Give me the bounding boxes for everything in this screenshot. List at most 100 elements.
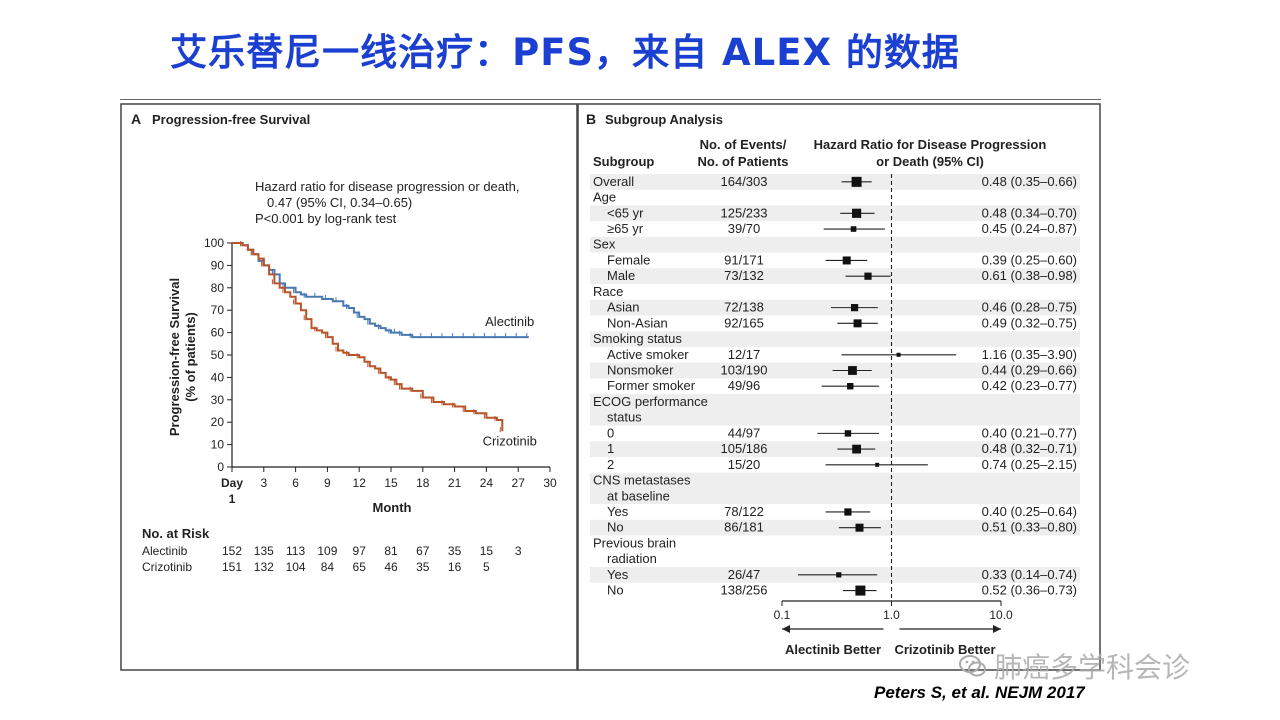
hr-square xyxy=(847,383,854,390)
y-tick-label: 30 xyxy=(211,393,225,407)
row-hr-text: 0.46 (0.28–0.75) xyxy=(982,300,1077,315)
panel-a-letter: A xyxy=(131,111,141,127)
hr-square xyxy=(864,272,872,280)
row-events: 125/233 xyxy=(721,205,768,220)
forest-rows: Overall 164/303 0.48 (0.35–0.66) Age<65 yr 1… xyxy=(590,174,1080,598)
row-hr-text: 0.42 (0.23–0.77) xyxy=(982,378,1077,393)
at-risk-value: 35 xyxy=(448,544,462,558)
row-label: Yes xyxy=(607,504,629,519)
row-label: Sex xyxy=(593,237,616,252)
watermark: 肺癌多学科会诊 xyxy=(958,646,1190,686)
x-axis-label: Month xyxy=(373,500,412,515)
favor-left-label: Alectinib Better xyxy=(785,642,881,657)
at-risk-value: 97 xyxy=(353,544,367,558)
hr-square xyxy=(853,319,862,328)
col-header-subgroup: Subgroup xyxy=(593,154,654,169)
row-label-2: at baseline xyxy=(607,488,670,503)
favor-right-label: Crizotinib Better xyxy=(894,642,995,657)
hr-square xyxy=(836,572,842,578)
row-hr-text: 0.49 (0.32–0.75) xyxy=(982,315,1077,330)
y-tick-label: 0 xyxy=(217,460,224,474)
y-axis-label-line1: Progression-free Survival xyxy=(167,278,182,436)
at-risk-value: 67 xyxy=(416,544,430,558)
x-tick-label: 3 xyxy=(260,476,267,490)
at-risk-value: 152 xyxy=(222,544,242,558)
arrow-right-head xyxy=(993,625,1001,633)
row-label: 2 xyxy=(607,457,614,472)
x-tick-label: 30 xyxy=(543,476,557,490)
row-shade xyxy=(590,519,1080,536)
row-label: Asian xyxy=(607,300,640,315)
wechat-icon xyxy=(959,655,986,677)
row-label: Smoking status xyxy=(593,331,682,346)
row-shade xyxy=(590,331,1080,347)
row-hr-text: 0.52 (0.36–0.73) xyxy=(982,583,1077,598)
row-label: Active smoker xyxy=(607,347,689,362)
row-label: 1 xyxy=(607,441,614,456)
row-shade xyxy=(590,236,1080,253)
panel-a-title: Progression-free Survival xyxy=(152,112,310,127)
hr-square xyxy=(844,508,852,516)
hr-square xyxy=(851,208,862,218)
row-hr-text: 0.39 (0.25–0.60) xyxy=(982,252,1077,267)
y-tick-label: 60 xyxy=(211,326,225,340)
curve-label-alectinib: Alectinib xyxy=(485,314,534,329)
panel-a-frame xyxy=(120,103,578,671)
at-risk-value: 15 xyxy=(480,544,494,558)
at-risk-value: 81 xyxy=(384,544,398,558)
row-hr-text: 0.40 (0.25–0.64) xyxy=(982,504,1077,519)
row-label-2: status xyxy=(607,410,642,425)
row-shade xyxy=(590,441,1080,457)
row-label: Nonsmoker xyxy=(607,363,674,378)
row-events: 164/303 xyxy=(721,174,768,189)
hr-square xyxy=(896,352,901,357)
hr-square xyxy=(844,430,852,437)
row-label: ECOG performance xyxy=(593,394,708,409)
x-tick-label: Day xyxy=(221,476,243,490)
row-label: Male xyxy=(607,268,635,283)
row-hr-text: 0.44 (0.29–0.66) xyxy=(982,363,1077,378)
x-tick-label: 6 xyxy=(292,476,299,490)
row-events: 86/181 xyxy=(724,520,764,535)
at-risk-value: 109 xyxy=(317,544,337,558)
y-tick-label: 70 xyxy=(211,303,225,317)
at-risk-header: No. at Risk xyxy=(142,526,210,541)
row-events: 92/165 xyxy=(724,315,764,330)
forest-x-tick-label: 0.1 xyxy=(774,608,791,622)
y-axis-label-line2: (% of patients) xyxy=(183,312,198,402)
row-shade xyxy=(590,268,1080,285)
at-risk-value: 113 xyxy=(286,544,305,558)
row-hr-text: 0.45 (0.24–0.87) xyxy=(982,221,1077,236)
km-curve-crizotinib xyxy=(232,242,504,432)
y-tick-label: 100 xyxy=(204,236,224,250)
hr-square xyxy=(875,462,880,467)
hr-square xyxy=(855,585,866,596)
hr-square xyxy=(848,366,857,375)
y-tick-label: 50 xyxy=(211,348,225,362)
y-tick-label: 80 xyxy=(211,281,225,295)
hr-square xyxy=(842,256,851,265)
row-events: 91/171 xyxy=(724,252,764,267)
col-header-hr-1: Hazard Ratio for Disease Progression xyxy=(814,137,1047,152)
row-hr-text: 0.48 (0.34–0.70) xyxy=(982,205,1077,220)
row-label: No xyxy=(607,520,624,535)
row-label: CNS metastases xyxy=(593,473,691,488)
row-label: Female xyxy=(607,252,650,267)
at-risk-value: 65 xyxy=(353,560,367,574)
hr-square xyxy=(850,226,857,232)
forest-x-tick-label: 1.0 xyxy=(883,608,900,622)
row-events: 44/97 xyxy=(728,425,761,440)
row-hr-text: 0.48 (0.32–0.71) xyxy=(982,441,1077,456)
at-risk-value: 5 xyxy=(483,560,490,574)
row-events: 105/186 xyxy=(721,441,768,456)
hr-annotation-line1: Hazard ratio for disease progression or … xyxy=(255,179,519,194)
at-risk-value: 46 xyxy=(384,560,398,574)
row-hr-text: 0.51 (0.33–0.80) xyxy=(982,520,1077,535)
row-hr-text: 0.48 (0.35–0.66) xyxy=(982,174,1077,189)
row-events: 15/20 xyxy=(728,457,761,472)
row-label: <65 yr xyxy=(607,205,644,220)
row-events: 49/96 xyxy=(728,378,761,393)
row-hr-text: 0.61 (0.38–0.98) xyxy=(982,268,1077,283)
row-label: Yes xyxy=(607,567,629,582)
